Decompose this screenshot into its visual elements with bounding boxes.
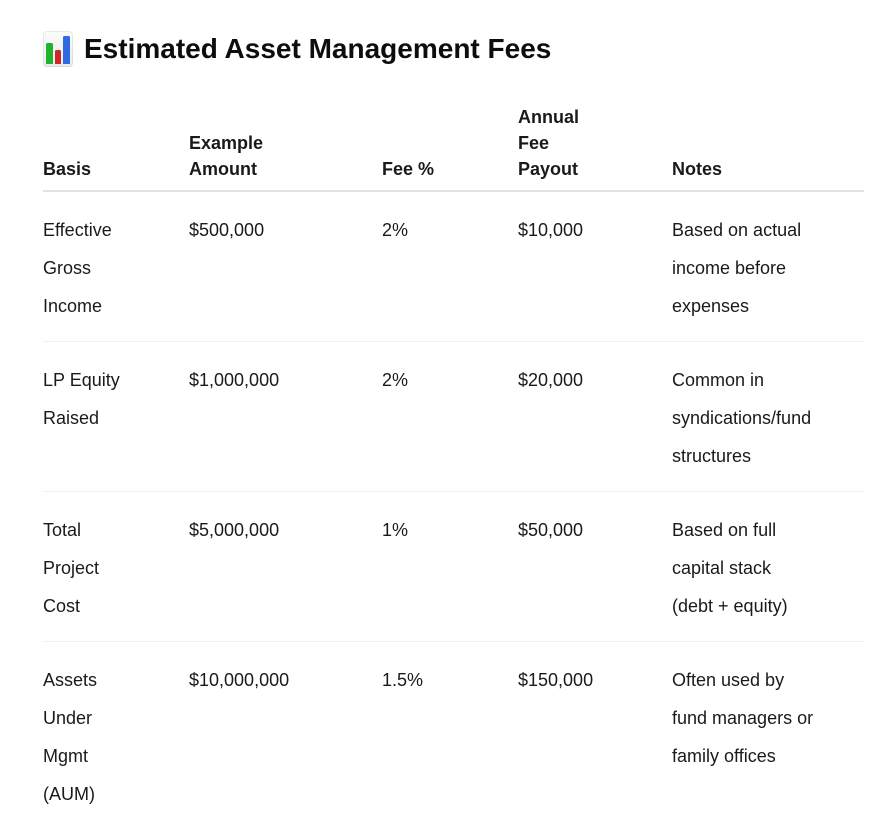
table-row-effective-gross-income: Effective Gross Income $500,000 2% $10,0… [43,191,864,342]
table-row-assets-under-mgmt: Assets Under Mgmt (AUM) $10,000,000 1.5%… [43,642,864,829]
bar-chart-icon-green-bar [46,43,53,64]
cell-example-amount: $5,000,000 [189,492,382,642]
bar-chart-icon-red-bar [55,50,62,64]
column-header-example-amount: Example Amount [189,104,382,191]
cell-example-amount: $1,000,000 [189,342,382,492]
cell-basis: Total Project Cost [43,492,189,642]
cell-notes: Often used by fund managers or family of… [672,642,864,829]
cell-fee-pct: 1% [382,492,518,642]
page-title: Estimated Asset Management Fees [84,32,551,66]
cell-annual-fee-payout: $150,000 [518,642,672,829]
column-header-annual-fee-payout: Annual Fee Payout [518,104,672,191]
cell-fee-pct: 2% [382,191,518,342]
header-row: Basis Example Amount Fee % Annual Fee Pa… [43,104,864,191]
cell-annual-fee-payout: $20,000 [518,342,672,492]
cell-fee-pct: 1.5% [382,642,518,829]
cell-basis: Effective Gross Income [43,191,189,342]
column-header-basis: Basis [43,104,189,191]
cell-notes: Common in syndications/fund structures [672,342,864,492]
cell-annual-fee-payout: $50,000 [518,492,672,642]
bar-chart-icon [43,31,73,67]
cell-example-amount: $10,000,000 [189,642,382,829]
table-row-total-project-cost: Total Project Cost $5,000,000 1% $50,000… [43,492,864,642]
fees-table-body: Effective Gross Income $500,000 2% $10,0… [43,191,864,829]
cell-annual-fee-payout: $10,000 [518,191,672,342]
cell-notes: Based on actual income before expenses [672,191,864,342]
fees-table-header: Basis Example Amount Fee % Annual Fee Pa… [43,104,864,191]
cell-basis: Assets Under Mgmt (AUM) [43,642,189,829]
cell-basis: LP Equity Raised [43,342,189,492]
page-heading: Estimated Asset Management Fees [43,30,895,68]
column-header-fee-pct: Fee % [382,104,518,191]
cell-fee-pct: 2% [382,342,518,492]
bar-chart-icon-blue-bar [63,36,70,64]
column-header-notes: Notes [672,104,864,191]
cell-example-amount: $500,000 [189,191,382,342]
fees-table: Basis Example Amount Fee % Annual Fee Pa… [43,104,864,829]
table-row-lp-equity-raised: LP Equity Raised $1,000,000 2% $20,000 C… [43,342,864,492]
cell-notes: Based on full capital stack (debt + equi… [672,492,864,642]
